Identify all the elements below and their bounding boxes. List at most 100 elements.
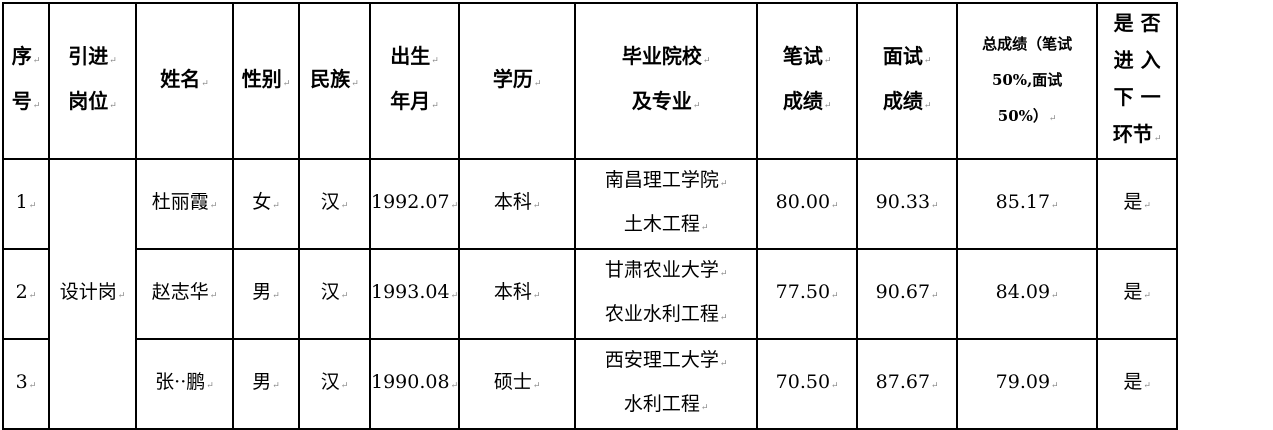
header-written: 笔试成绩 xyxy=(756,2,859,160)
ethnicity-text: 汉 xyxy=(321,371,349,393)
header-education: 学历 xyxy=(458,2,577,160)
header-next-line: 是 否 xyxy=(1113,10,1161,35)
education-text: 本科 xyxy=(494,281,541,303)
total-text: 79.09 xyxy=(996,371,1059,393)
header-ethnicity-text: 民族 xyxy=(310,67,359,91)
name-text: 杜丽霞 xyxy=(152,191,218,213)
total-text: 84.09 xyxy=(996,281,1059,303)
gender-text: 女 xyxy=(252,191,280,213)
header-interview-line: 成绩 xyxy=(858,81,956,126)
cell-school: 西安理工大学水利工程 xyxy=(574,338,759,430)
interview-text: 90.67 xyxy=(876,281,939,303)
header-next: 是 否进 入下 一环节 xyxy=(1096,2,1179,160)
header-gender-text: 性别 xyxy=(242,67,291,91)
seq-text: 3 xyxy=(16,371,37,393)
header-name: 姓名 xyxy=(135,2,234,160)
cell-gender: 男 xyxy=(232,248,300,340)
cell-interview: 87.67 xyxy=(856,338,959,430)
cell-school: 甘肃农业大学农业水利工程 xyxy=(574,248,759,340)
cell-seq: 3 xyxy=(2,338,50,430)
cell-total: 84.09 xyxy=(956,248,1099,340)
cell-gender: 男 xyxy=(232,338,300,430)
header-seq: 序号 xyxy=(2,2,50,160)
header-seq-line: 序 xyxy=(4,36,48,81)
header-school-line: 毕业院校 xyxy=(576,36,756,81)
header-written-line: 成绩 xyxy=(758,81,856,126)
cell-ethnicity: 汉 xyxy=(298,338,371,430)
cell-ethnicity: 汉 xyxy=(298,158,371,250)
birth-text: 1992.07 xyxy=(371,191,458,213)
education-text: 本科 xyxy=(494,191,541,213)
cell-next: 是 xyxy=(1096,338,1179,430)
written-text: 70.50 xyxy=(776,371,839,393)
seq-text: 1 xyxy=(16,191,37,213)
cell-total: 85.17 xyxy=(956,158,1099,250)
name-text: 张··鹏 xyxy=(155,371,214,393)
cell-birth: 1992.07 xyxy=(368,158,461,250)
cell-name: 赵志华 xyxy=(135,248,234,340)
seq-text: 2 xyxy=(16,281,37,303)
cell-interview: 90.67 xyxy=(856,248,959,340)
header-row: 序号 引进岗位 姓名 性别 民族 出生年月 学历 毕业院校及专业 笔试成绩 面试… xyxy=(2,2,1179,160)
major-name: 土木工程 xyxy=(576,204,756,248)
header-total-line: 总成绩（笔试 xyxy=(982,34,1073,53)
written-text: 80.00 xyxy=(776,191,839,213)
cell-written: 70.50 xyxy=(756,338,859,430)
header-birth-line: 年月 xyxy=(371,81,458,126)
header-written-line: 笔试 xyxy=(758,36,856,81)
header-ethnicity: 民族 xyxy=(298,2,371,160)
cell-post: 设计岗 xyxy=(48,158,137,430)
header-school: 毕业院校及专业 xyxy=(574,2,759,160)
cell-education: 本科 xyxy=(458,158,577,250)
name-text: 赵志华 xyxy=(152,281,218,303)
ethnicity-text: 汉 xyxy=(321,281,349,303)
header-education-text: 学历 xyxy=(493,67,542,91)
interview-text: 90.33 xyxy=(876,191,939,213)
cell-seq: 2 xyxy=(2,248,50,340)
written-text: 77.50 xyxy=(776,281,839,303)
post-text: 设计岗 xyxy=(60,281,126,303)
school-name: 南昌理工学院 xyxy=(576,160,756,204)
header-gender: 性别 xyxy=(232,2,300,160)
cell-ethnicity: 汉 xyxy=(298,248,371,340)
total-text: 85.17 xyxy=(996,191,1059,213)
cell-interview: 90.33 xyxy=(856,158,959,250)
cell-education: 硕士 xyxy=(458,338,577,430)
header-next-line: 下 一 xyxy=(1113,84,1161,109)
interview-text: 87.67 xyxy=(876,371,939,393)
header-interview: 面试成绩 xyxy=(856,2,959,160)
header-post-line: 岗位 xyxy=(50,81,135,126)
cell-seq: 1 xyxy=(2,158,50,250)
header-post: 引进岗位 xyxy=(48,2,137,160)
header-next-line: 环节 xyxy=(1098,116,1176,158)
cell-written: 77.50 xyxy=(756,248,859,340)
header-interview-line: 面试 xyxy=(858,36,956,81)
table-row: 2 赵志华 男 汉 1993.04 本科 甘肃农业大学农业水利工程 77.50 90.67 84.… xyxy=(2,248,1179,340)
major-name: 水利工程 xyxy=(576,384,756,428)
cell-birth: 1993.04 xyxy=(368,248,461,340)
cell-school: 南昌理工学院土木工程 xyxy=(574,158,759,250)
school-name: 西安理工大学 xyxy=(576,340,756,384)
results-table: 序号 引进岗位 姓名 性别 民族 出生年月 学历 毕业院校及专业 笔试成绩 面试… xyxy=(2,2,1179,430)
birth-text: 1990.08 xyxy=(371,371,458,393)
major-name: 农业水利工程 xyxy=(576,294,756,338)
header-total-line: 50%） xyxy=(958,98,1096,137)
header-birth-line: 出生 xyxy=(371,36,458,81)
header-post-line: 引进 xyxy=(50,36,135,81)
cell-next: 是 xyxy=(1096,248,1179,340)
header-seq-line: 号 xyxy=(4,81,48,126)
cell-name: 张··鹏 xyxy=(135,338,234,430)
header-next-line: 进 入 xyxy=(1113,47,1161,72)
header-total: 总成绩（笔试 50%,面试 50%） xyxy=(956,2,1099,160)
gender-text: 男 xyxy=(252,371,280,393)
school-name: 甘肃农业大学 xyxy=(576,250,756,294)
cell-birth: 1990.08 xyxy=(368,338,461,430)
header-school-line: 及专业 xyxy=(576,81,756,126)
next-text: 是 xyxy=(1123,281,1151,303)
cell-total: 79.09 xyxy=(956,338,1099,430)
table-row: 1设计岗杜丽霞女汉1992.07本科南昌理工学院土木工程80.0090.3385… xyxy=(2,158,1179,430)
header-name-text: 姓名 xyxy=(160,67,209,91)
education-text: 硕士 xyxy=(494,371,541,393)
header-birth: 出生年月 xyxy=(368,2,461,160)
ethnicity-text: 汉 xyxy=(321,191,349,213)
